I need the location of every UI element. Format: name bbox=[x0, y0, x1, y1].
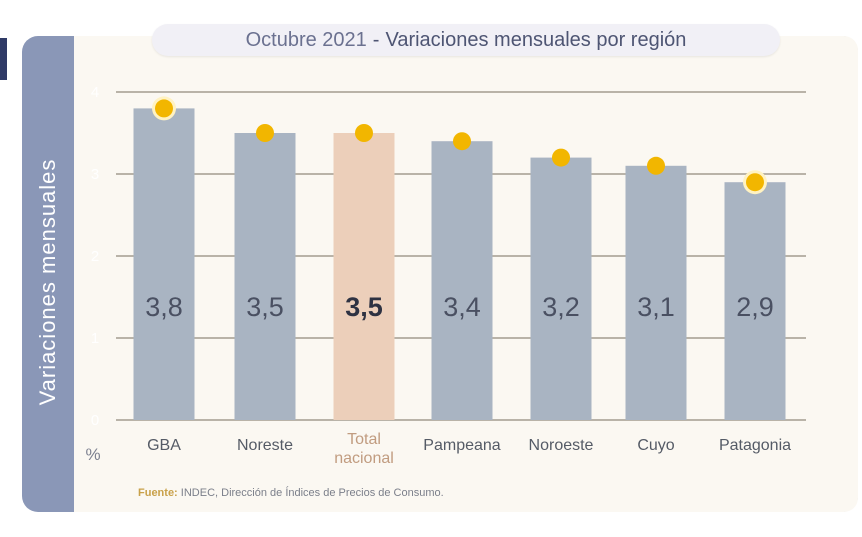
source-label: Fuente: bbox=[138, 487, 178, 499]
category-label-line: nacional bbox=[334, 450, 394, 467]
value-label: 3,5 bbox=[345, 292, 383, 322]
marker-dot bbox=[647, 156, 665, 175]
value-label: 3,2 bbox=[542, 292, 580, 322]
value-label: 2,9 bbox=[736, 292, 774, 322]
category-label-line: Noroeste bbox=[529, 437, 594, 454]
y-tick-label: 3 bbox=[91, 166, 99, 183]
category-label-line: GBA bbox=[147, 437, 181, 454]
value-label: 3,8 bbox=[145, 292, 183, 322]
bar bbox=[333, 133, 395, 420]
title-date: Octubre 2021 bbox=[245, 28, 367, 51]
category-label: Cuyo bbox=[637, 437, 674, 454]
y-tick-label: 4 bbox=[91, 84, 99, 101]
bar bbox=[234, 133, 296, 420]
category-label-line: Cuyo bbox=[637, 437, 674, 454]
category-label-line: Noreste bbox=[237, 437, 293, 454]
value-label: 3,5 bbox=[246, 292, 284, 322]
marker-dot bbox=[746, 173, 764, 192]
y-unit-label: % bbox=[85, 445, 100, 464]
y-tick-label: 2 bbox=[91, 248, 99, 265]
y-tick-label: 0 bbox=[91, 412, 99, 429]
category-label: Noroeste bbox=[529, 437, 594, 454]
bar bbox=[625, 165, 687, 420]
chart-title: Octubre 2021 - Variaciones mensuales por… bbox=[152, 24, 780, 56]
category-label-line: Total bbox=[347, 431, 381, 448]
value-label: 3,4 bbox=[443, 292, 481, 322]
edge-accent bbox=[0, 38, 7, 80]
category-label: Total nacional bbox=[334, 431, 394, 467]
category-label-line: Patagonia bbox=[719, 437, 791, 454]
bar bbox=[530, 157, 592, 420]
marker-dot bbox=[155, 99, 173, 118]
marker-dot bbox=[256, 124, 274, 142]
source-text: INDEC, Dirección de Índices de Precios d… bbox=[177, 487, 444, 499]
category-label: GBA bbox=[147, 437, 181, 454]
category-label: Patagonia bbox=[719, 437, 791, 454]
source-note: Fuente: INDEC, Dirección de Índices de P… bbox=[138, 487, 444, 499]
title-main: Variaciones mensuales por región bbox=[385, 28, 687, 51]
marker-dot bbox=[355, 124, 373, 142]
category-label: Noreste bbox=[237, 437, 293, 454]
marker-dot bbox=[453, 132, 471, 151]
title-separator: - bbox=[372, 28, 380, 51]
value-label: 3,1 bbox=[637, 292, 675, 322]
category-label: Pampeana bbox=[423, 437, 500, 454]
bar bbox=[133, 108, 195, 421]
category-label-line: Pampeana bbox=[423, 437, 500, 454]
marker-dot bbox=[552, 148, 570, 167]
bar bbox=[431, 141, 493, 420]
bar bbox=[724, 182, 786, 420]
y-tick-label: 1 bbox=[91, 330, 99, 347]
